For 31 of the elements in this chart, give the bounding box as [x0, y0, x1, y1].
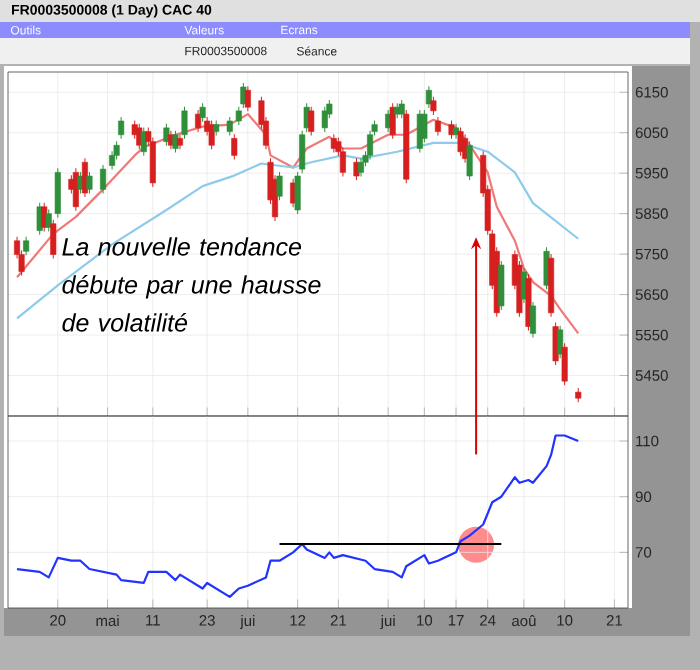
candlestick: [195, 109, 202, 133]
candlestick: [421, 109, 428, 143]
line-series: [15, 434, 580, 598]
candlestick: [543, 246, 550, 290]
annotation: La nouvelle tendance débute par une hausse de volatilité: [62, 237, 321, 332]
candlestick: [321, 106, 328, 133]
candlestick: [457, 126, 464, 157]
candlestick: [244, 85, 251, 112]
candlestick: [163, 123, 170, 147]
candlestick: [425, 85, 432, 109]
candlestick: [86, 171, 93, 194]
line-series: [15, 113, 580, 335]
candlestick: [330, 133, 337, 154]
candlestick: [434, 116, 441, 137]
candlestick: [276, 171, 283, 201]
candlestick: [430, 96, 437, 116]
candlestick: [100, 164, 107, 194]
candlestick: [557, 325, 564, 359]
candlestick: [23, 236, 30, 256]
candlestick: [529, 301, 536, 338]
candlestick: [199, 102, 206, 123]
candlestick: [416, 109, 423, 154]
candlestick: [176, 133, 183, 150]
candlestick: [50, 219, 57, 260]
candlestick: [466, 140, 473, 181]
candlestick: [357, 157, 365, 177]
candlestick: [294, 171, 301, 215]
candlestick: [308, 106, 315, 137]
candlestick: [231, 133, 238, 160]
candlestick: [498, 260, 505, 311]
candlestick: [118, 116, 125, 140]
